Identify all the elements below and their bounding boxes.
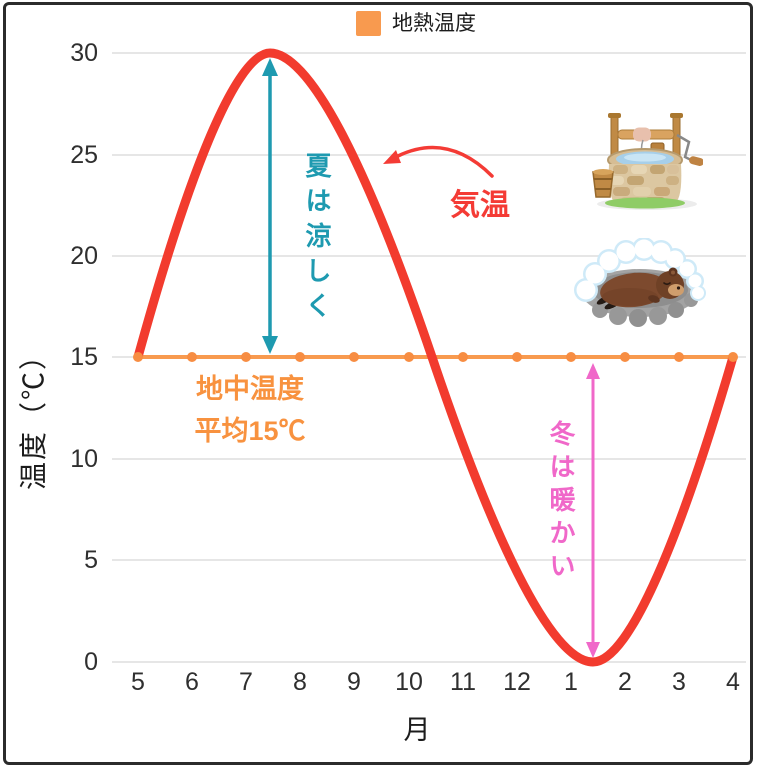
sleeping-animal bbox=[596, 267, 684, 310]
winter-range-arrow bbox=[586, 363, 600, 658]
y-tick: 30 bbox=[70, 39, 98, 67]
x-axis-label: 月 bbox=[403, 715, 431, 745]
x-tick: 3 bbox=[672, 668, 686, 696]
legend-swatch-icon bbox=[356, 11, 381, 36]
x-tick: 7 bbox=[239, 668, 253, 696]
well-grass bbox=[605, 197, 685, 209]
air-temp-curve bbox=[133, 48, 738, 667]
y-tick: 0 bbox=[84, 648, 98, 676]
well-illustration bbox=[592, 113, 703, 210]
air-temp-pointer-arrow bbox=[383, 145, 494, 178]
x-tick: 2 bbox=[618, 668, 632, 696]
x-tick: 10 bbox=[395, 668, 423, 696]
summer-range-arrow bbox=[262, 58, 278, 354]
x-tick: 11 bbox=[450, 668, 476, 696]
well-crank bbox=[676, 133, 703, 166]
y-tick: 5 bbox=[84, 546, 98, 574]
y-tick: 10 bbox=[70, 445, 98, 473]
x-tick: 8 bbox=[293, 668, 307, 696]
snow-rim bbox=[574, 238, 706, 302]
y-tick: 25 bbox=[70, 141, 98, 169]
x-tick: 1 bbox=[564, 668, 578, 696]
y-tick: 15 bbox=[70, 343, 98, 371]
annotation-air-temp: 気温 bbox=[450, 189, 510, 222]
legend: 地熱温度 bbox=[356, 11, 476, 36]
well-roller bbox=[617, 127, 675, 157]
annotation-ground-temp: 地中温度 平均15℃ bbox=[158, 368, 342, 452]
well-bucket bbox=[592, 169, 614, 198]
y-tick: 20 bbox=[70, 242, 98, 270]
annotation-summer: 夏は涼しく bbox=[302, 152, 332, 327]
ground-temp-points bbox=[133, 352, 738, 362]
legend-label: 地熱温度 bbox=[392, 12, 476, 35]
x-tick: 12 bbox=[503, 668, 531, 696]
annotation-ground-temp-line2: 平均15℃ bbox=[194, 416, 306, 446]
x-tick: 6 bbox=[185, 668, 199, 696]
annotation-ground-temp-line1: 地中温度 bbox=[196, 374, 304, 404]
x-tick: 5 bbox=[131, 668, 145, 696]
x-tick: 9 bbox=[347, 668, 361, 696]
hibernating-animal-illustration bbox=[574, 238, 706, 327]
annotation-winter: 冬は暖かい bbox=[546, 420, 576, 585]
y-axis-label: 温度（℃） bbox=[18, 339, 49, 491]
x-tick: 4 bbox=[726, 668, 740, 696]
